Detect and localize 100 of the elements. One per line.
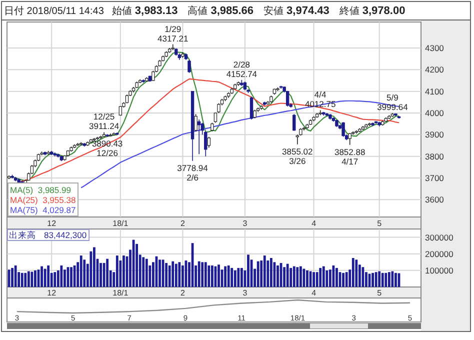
annotation: 3/26 — [289, 156, 306, 166]
x-tick-label: 3 — [242, 219, 248, 228]
bar — [106, 258, 109, 287]
bar — [11, 268, 14, 287]
bar — [384, 272, 388, 287]
bar — [316, 272, 318, 287]
candlestick — [250, 96, 254, 120]
annotation: 2/6 — [186, 172, 199, 182]
series-label: MA(25) 3,955.38 — [10, 195, 76, 205]
bar — [47, 265, 50, 287]
bar — [372, 272, 374, 287]
bar — [90, 251, 92, 287]
bar — [224, 266, 227, 287]
bar — [198, 261, 200, 287]
x-tick-label: 18/1 — [112, 288, 129, 298]
x-tick-label: 12 — [47, 288, 57, 298]
annotation: 1/29 — [164, 24, 182, 34]
chart-title: 日付 2018/05/11 14:43 — [4, 6, 104, 17]
annotation: 5/9 — [386, 92, 399, 103]
bar — [27, 271, 30, 287]
annotation: 3999.64 — [377, 102, 408, 112]
bar — [374, 272, 378, 287]
bar — [237, 268, 240, 287]
text: 高値 — [188, 5, 208, 17]
text: 終値 — [338, 5, 360, 17]
bar — [136, 244, 138, 287]
y-tick-label: 3900 — [425, 130, 444, 140]
x-tick-label: 5 — [377, 219, 382, 228]
candlestick — [194, 114, 198, 132]
annotation: 4/4 — [314, 90, 327, 100]
text: 3,974.43 — [286, 5, 330, 17]
text: 3,983.13 — [134, 5, 178, 17]
y-tick-label: 200000 — [425, 248, 454, 259]
y-tick-label: 3600 — [425, 194, 444, 205]
bar — [322, 266, 325, 287]
bar — [116, 256, 118, 287]
bar — [394, 272, 397, 287]
bar — [286, 264, 289, 287]
bar — [234, 270, 236, 287]
bar — [201, 262, 204, 287]
candlestick — [188, 60, 191, 74]
bar — [263, 256, 266, 287]
bar — [378, 271, 381, 287]
bar — [240, 268, 243, 287]
bar — [388, 272, 390, 287]
series-label: MA(5) 3,985.99 — [10, 185, 72, 195]
bar — [208, 265, 210, 287]
x-tick-label: 18/1 — [112, 219, 129, 228]
candlestick — [348, 132, 352, 146]
y-tick-label: 4300 — [425, 43, 444, 53]
x-tick-label: 3 — [242, 288, 248, 298]
bar — [292, 266, 296, 287]
bar — [296, 267, 299, 287]
bar — [44, 268, 46, 287]
bar — [172, 261, 174, 287]
bar — [204, 262, 207, 287]
bar — [283, 267, 286, 287]
bar — [174, 264, 178, 287]
annotation: 4317.21 — [158, 33, 188, 44]
bar — [218, 264, 220, 287]
annotation: 4/17 — [342, 156, 358, 166]
bar — [342, 272, 344, 287]
bar — [178, 262, 181, 287]
chart-title: 出来高 — [9, 230, 36, 240]
x-tick-label: 2 — [180, 288, 186, 298]
bar — [80, 256, 82, 287]
candlestick — [286, 90, 290, 107]
bar — [70, 267, 72, 287]
y-tick-label: 3800 — [425, 151, 444, 162]
candlestick — [292, 114, 296, 132]
bar — [158, 260, 161, 287]
bar — [122, 256, 125, 287]
bar — [345, 272, 348, 287]
bar — [64, 270, 66, 287]
bar — [391, 271, 394, 287]
bar — [227, 265, 230, 287]
bar — [54, 272, 56, 287]
annotation: 3778.94 — [177, 162, 208, 173]
x-tick-label: 5 — [377, 288, 382, 298]
text: 安値 — [264, 5, 284, 17]
bar — [306, 270, 308, 287]
x-tick-label: 4 — [312, 288, 317, 298]
bar — [168, 265, 171, 287]
bar — [165, 262, 168, 287]
bar — [20, 272, 24, 287]
bar — [355, 260, 358, 287]
y-tick-label: 4200 — [425, 64, 444, 75]
annotation: 12/25 — [93, 112, 115, 122]
bar — [30, 272, 34, 287]
y-tick-label: 3700 — [425, 173, 444, 183]
y-tick-label: 4000 — [425, 108, 444, 118]
annotation: 2/28 — [233, 59, 250, 70]
annotation: 4152.74 — [226, 68, 258, 79]
y-tick-label: 4100 — [425, 86, 444, 96]
bar — [326, 270, 328, 287]
bar — [210, 265, 214, 287]
bar — [60, 265, 63, 287]
candlestick — [342, 122, 345, 138]
bar — [83, 260, 86, 287]
bar — [100, 262, 102, 287]
